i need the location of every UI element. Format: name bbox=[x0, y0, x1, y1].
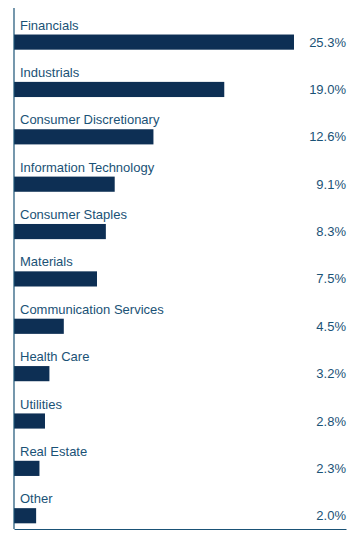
x-axis bbox=[15, 529, 347, 530]
category-label: Health Care bbox=[20, 349, 89, 364]
bar bbox=[14, 413, 45, 428]
bar bbox=[14, 366, 49, 381]
bar bbox=[14, 129, 153, 144]
bar bbox=[14, 319, 64, 334]
chart-svg: Financials Industrials Consumer Discretion… bbox=[0, 0, 360, 547]
x-axis-line bbox=[15, 529, 347, 530]
category-label: Materials bbox=[20, 254, 73, 269]
bar bbox=[14, 271, 97, 286]
bar bbox=[14, 508, 36, 523]
left-border bbox=[13, 8, 14, 529]
bar bbox=[14, 35, 294, 50]
data-label: 12.6% bbox=[309, 129, 346, 144]
category-label: Consumer Staples bbox=[20, 207, 127, 222]
data-label: 8.3% bbox=[316, 224, 346, 239]
category-label: Real Estate bbox=[20, 444, 87, 459]
bar bbox=[14, 82, 224, 97]
category-label: Information Technology bbox=[20, 160, 155, 175]
data-label: 7.5% bbox=[316, 271, 346, 286]
data-label: 2.8% bbox=[316, 414, 346, 429]
category-label: Communication Services bbox=[20, 302, 164, 317]
data-label: 19.0% bbox=[309, 82, 346, 97]
chart-container: Financials Industrials Consumer Discretion… bbox=[0, 0, 360, 547]
bar bbox=[14, 224, 106, 239]
category-label: Financials bbox=[20, 18, 79, 33]
data-label: 9.1% bbox=[316, 177, 346, 192]
category-label: Other bbox=[20, 491, 53, 506]
plot: Financials Industrials Consumer Discretion… bbox=[14, 8, 347, 530]
labels: Financials Industrials Consumer Discretion… bbox=[20, 18, 346, 524]
data-label: 3.2% bbox=[316, 366, 346, 381]
data-label: 25.3% bbox=[309, 35, 346, 50]
bar bbox=[14, 177, 115, 192]
data-label: 4.5% bbox=[316, 319, 346, 334]
data-label: 2.3% bbox=[316, 461, 346, 476]
bars bbox=[14, 35, 294, 524]
category-label: Consumer Discretionary bbox=[20, 112, 160, 127]
data-label: 2.0% bbox=[316, 508, 346, 523]
category-label: Utilities bbox=[20, 397, 62, 412]
bar bbox=[14, 461, 39, 476]
category-label: Industrials bbox=[20, 65, 80, 80]
